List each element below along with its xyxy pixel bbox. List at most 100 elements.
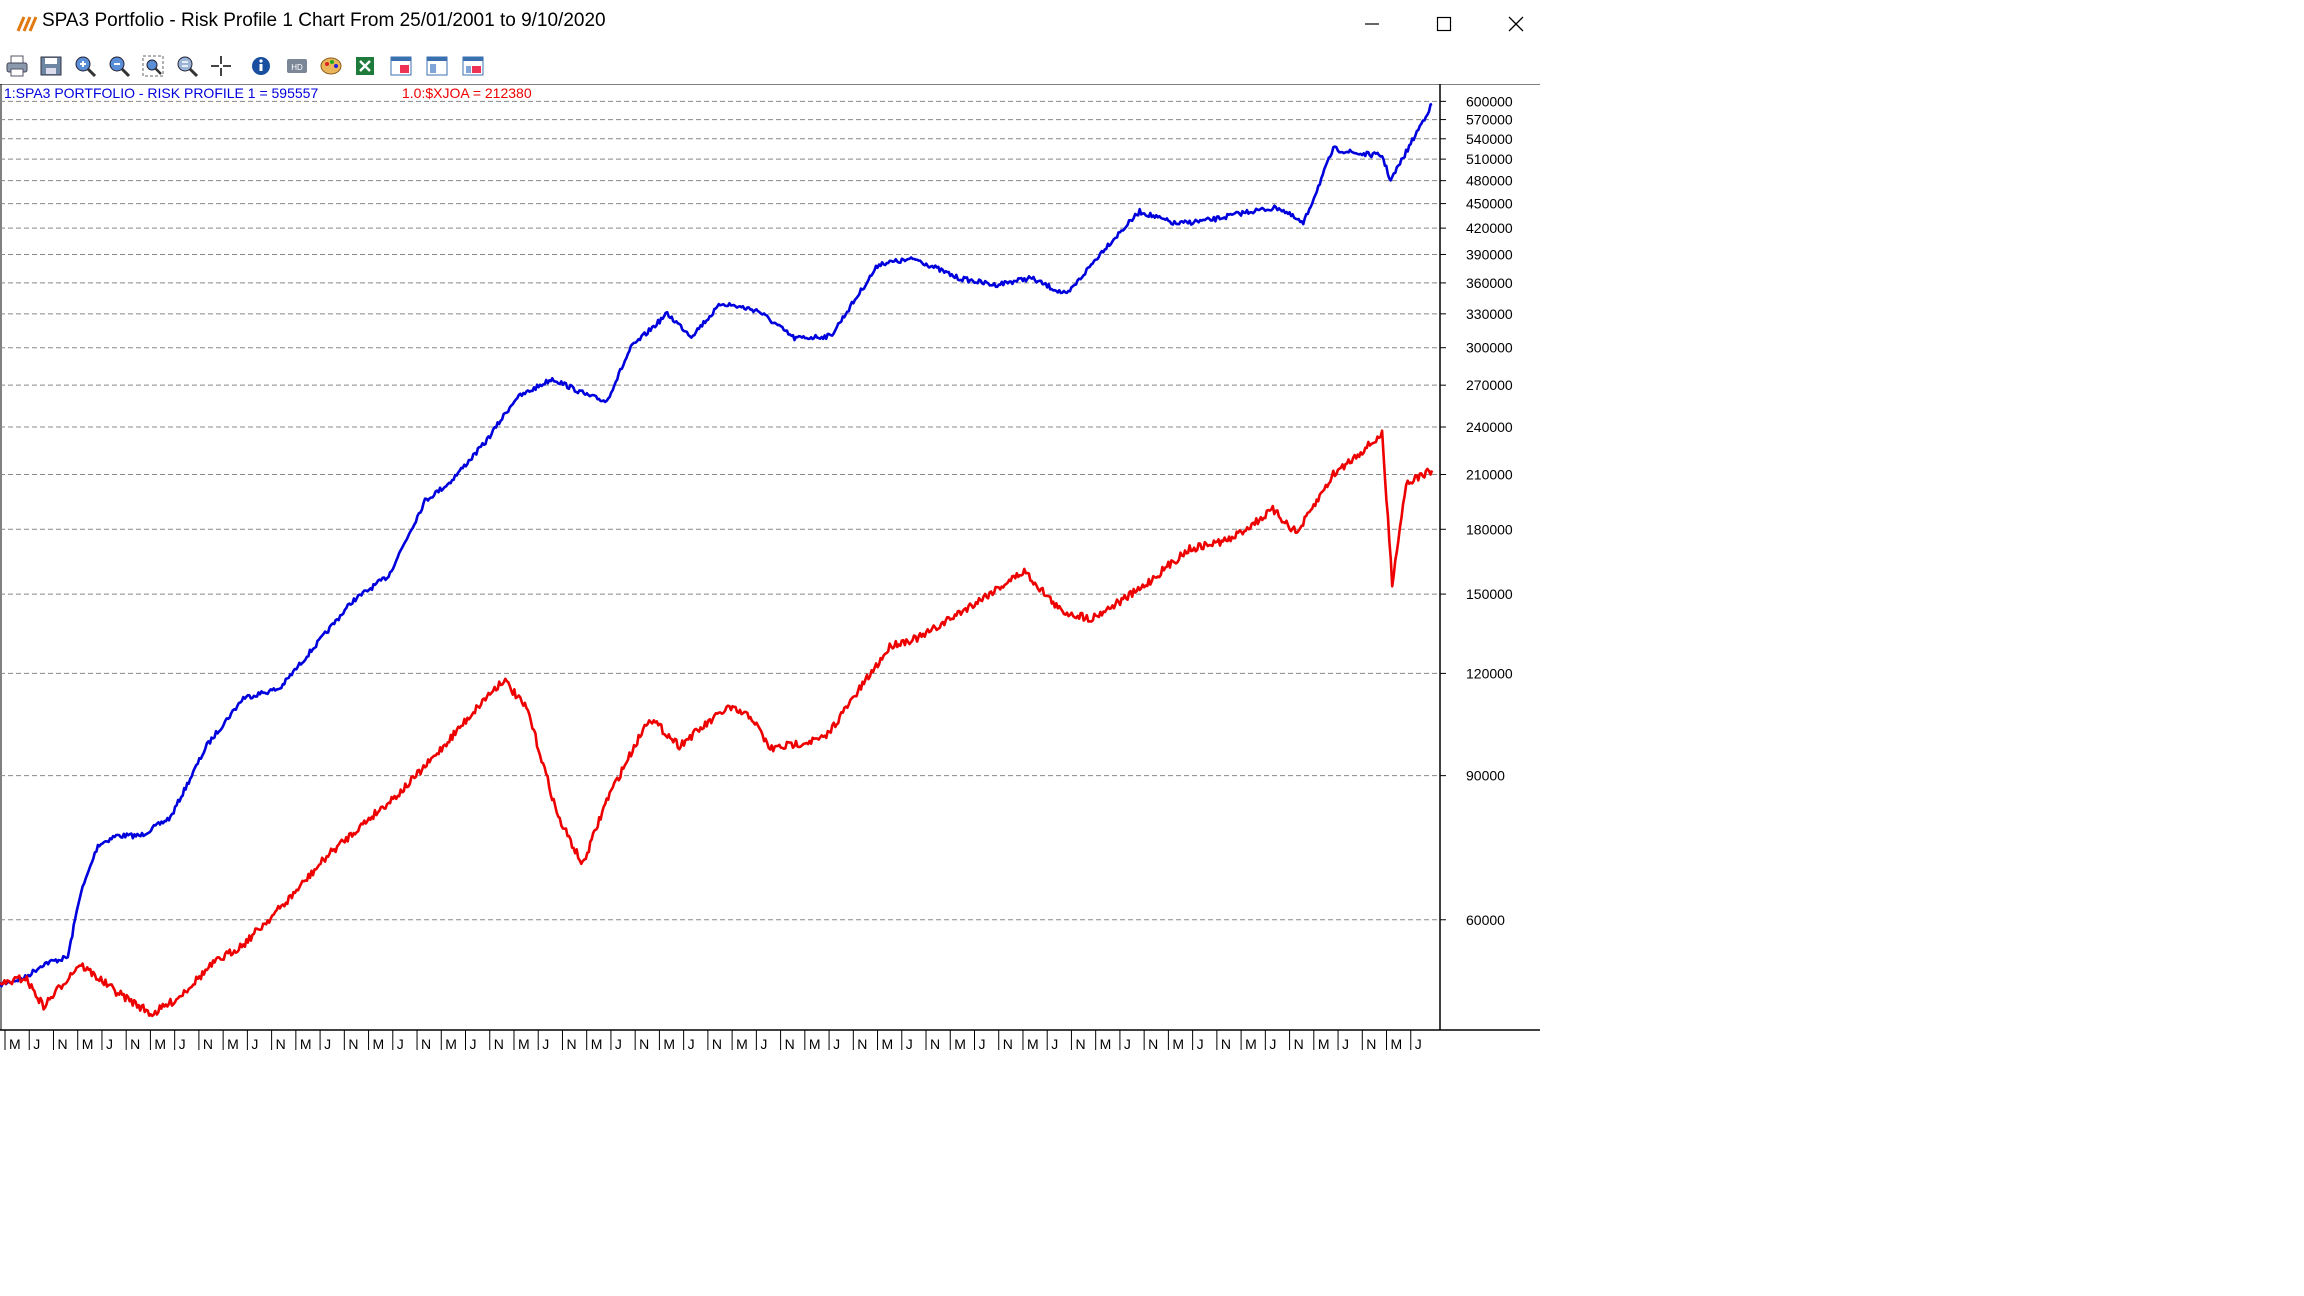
x-tick-label: N — [857, 1036, 867, 1052]
y-tick-label: 90000 — [1466, 768, 1505, 784]
y-tick-label: 180000 — [1466, 521, 1513, 537]
x-tick-label: J — [688, 1036, 695, 1052]
title-bar[interactable]: SPA3 Portfolio - Risk Profile 1 Chart Fr… — [0, 0, 1540, 48]
x-tick-label: J — [106, 1036, 113, 1052]
x-tick-label: M — [373, 1036, 385, 1052]
svg-text:HD: HD — [291, 63, 303, 72]
crosshair-icon[interactable] — [208, 53, 234, 79]
info-icon[interactable] — [248, 53, 274, 79]
x-tick-label: M — [809, 1036, 821, 1052]
x-tick-label: M — [1172, 1036, 1184, 1052]
x-tick-label: N — [1003, 1036, 1013, 1052]
y-tick-label: 300000 — [1466, 340, 1513, 356]
x-tick-label: N — [494, 1036, 504, 1052]
save-icon[interactable] — [38, 53, 64, 79]
y-tick-label: 240000 — [1466, 419, 1513, 435]
x-tick-label: M — [591, 1036, 603, 1052]
index-line — [0, 429, 1434, 1018]
y-tick-label: 600000 — [1466, 93, 1513, 109]
x-tick-label: M — [1391, 1036, 1403, 1052]
close-icon — [1508, 16, 1524, 32]
y-tick-label: 210000 — [1466, 466, 1513, 482]
zoom-in-icon[interactable] — [72, 53, 98, 79]
y-tick-label: 60000 — [1466, 912, 1505, 928]
x-tick-label: N — [57, 1036, 67, 1052]
zoom-reset-icon[interactable] — [174, 53, 200, 79]
x-tick-label: J — [1342, 1036, 1349, 1052]
x-tick-label: J — [251, 1036, 258, 1052]
x-tick-label: N — [566, 1036, 576, 1052]
price-chart[interactable]: 600000 570000 540000 510000 480000 450000 4200… — [0, 83, 1540, 1060]
x-tick-label: M — [1245, 1036, 1257, 1052]
x-tick-label: N — [1075, 1036, 1085, 1052]
y-tick-label: 120000 — [1466, 665, 1513, 681]
y-tick-label: 330000 — [1466, 306, 1513, 322]
x-tick-label: J — [906, 1036, 913, 1052]
x-tick-label: J — [1415, 1036, 1422, 1052]
print-icon[interactable] — [4, 53, 30, 79]
x-tick-label: M — [1100, 1036, 1112, 1052]
x-tick-label: N — [203, 1036, 213, 1052]
window-1-icon[interactable] — [388, 53, 414, 79]
x-tick-label: M — [300, 1036, 312, 1052]
x-tick-label: J — [760, 1036, 767, 1052]
zoom-fit-icon[interactable] — [140, 53, 166, 79]
window-2-icon[interactable] — [424, 53, 450, 79]
chart-window: SPA3 Portfolio - Risk Profile 1 Chart Fr… — [0, 0, 1540, 1060]
minimize-button[interactable] — [1336, 0, 1408, 48]
minimize-icon — [1365, 23, 1379, 25]
x-tick-label: N — [930, 1036, 940, 1052]
y-tick-label: 450000 — [1466, 196, 1513, 212]
portfolio-line — [0, 102, 1433, 988]
y-tick-label: 570000 — [1466, 112, 1513, 128]
y-tick-label: 360000 — [1466, 275, 1513, 291]
x-tick-label: M — [1318, 1036, 1330, 1052]
y-tick-label: 150000 — [1466, 586, 1513, 602]
x-tick-label: N — [1221, 1036, 1231, 1052]
x-tick-label: J — [1269, 1036, 1276, 1052]
window-3-icon[interactable] — [460, 53, 486, 79]
x-tick-label: J — [470, 1036, 477, 1052]
maximize-button[interactable] — [1408, 0, 1480, 48]
x-tick-label: J — [1124, 1036, 1131, 1052]
x-tick-label: M — [1027, 1036, 1039, 1052]
palette-icon[interactable] — [318, 53, 344, 79]
chart-area[interactable]: 600000 570000 540000 510000 480000 450000 4200… — [0, 83, 1540, 1060]
x-tick-label: M — [736, 1036, 748, 1052]
toolbar: HD — [0, 50, 1540, 82]
x-tick-label: M — [954, 1036, 966, 1052]
x-tick-label: M — [663, 1036, 675, 1052]
x-tick-label: M — [227, 1036, 239, 1052]
y-tick-label: 480000 — [1466, 173, 1513, 189]
hd-icon[interactable]: HD — [284, 53, 310, 79]
x-tick-label: N — [1148, 1036, 1158, 1052]
x-tick-label: J — [833, 1036, 840, 1052]
x-tick-label: M — [445, 1036, 457, 1052]
x-tick-label: M — [9, 1036, 21, 1052]
x-tick-label: M — [882, 1036, 894, 1052]
y-tick-label: 540000 — [1466, 131, 1513, 147]
x-tick-label: N — [348, 1036, 358, 1052]
x-tick-label: J — [324, 1036, 331, 1052]
close-button[interactable] — [1480, 0, 1552, 48]
grid-lines — [0, 83, 1540, 1031]
zoom-out-icon[interactable] — [106, 53, 132, 79]
x-tick-label: N — [421, 1036, 431, 1052]
x-tick-label: J — [1051, 1036, 1058, 1052]
x-tick-label: N — [639, 1036, 649, 1052]
window-title: SPA3 Portfolio - Risk Profile 1 Chart Fr… — [42, 10, 606, 31]
x-tick-label: N — [712, 1036, 722, 1052]
x-tick-label: J — [1197, 1036, 1204, 1052]
y-tick-label: 390000 — [1466, 246, 1513, 262]
x-tick-label: J — [397, 1036, 404, 1052]
y-tick-label: 270000 — [1466, 377, 1513, 393]
y-tick-label: 510000 — [1466, 151, 1513, 167]
x-tick-label: N — [1294, 1036, 1304, 1052]
x-tick-label: J — [33, 1036, 40, 1052]
maximize-icon — [1436, 16, 1452, 32]
legend-portfolio: 1:SPA3 PORTFOLIO - RISK PROFILE 1 = 5955… — [4, 85, 318, 101]
x-tick-label: N — [1366, 1036, 1376, 1052]
x-tick-label: J — [615, 1036, 622, 1052]
export-excel-icon[interactable] — [352, 53, 378, 79]
